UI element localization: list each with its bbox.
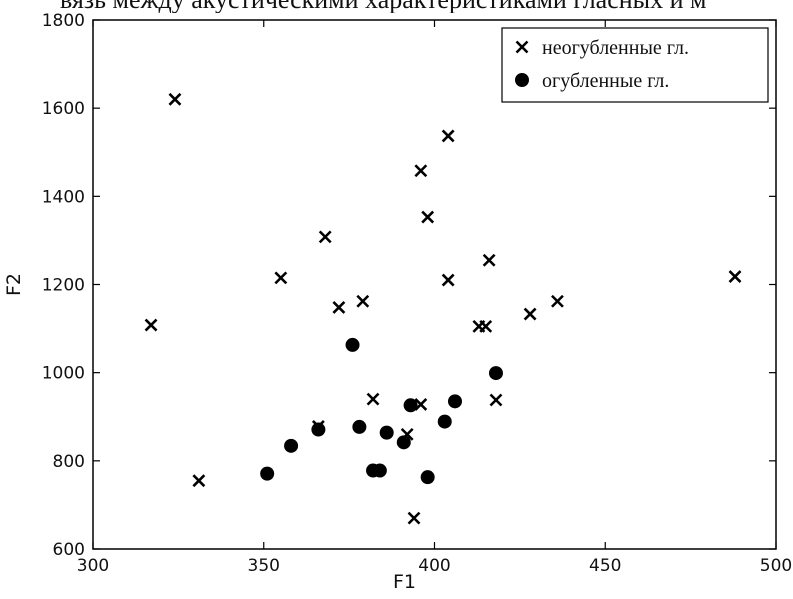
legend-marker-rounded: [515, 73, 529, 87]
point-rounded: [372, 463, 387, 478]
y-tick-label: 1200: [42, 276, 85, 296]
ticks-layer: 300 350 400 450 500 600 800 1000 1200 1400 1600 180…: [42, 11, 792, 576]
point-rounded: [284, 438, 299, 453]
point-rounded: [447, 394, 462, 409]
y-tick-label: 1000: [42, 364, 85, 384]
y-tick-label: 1800: [42, 11, 85, 31]
point-unrounded: [489, 393, 503, 407]
y-tick-label: 600: [53, 540, 85, 560]
legend: неогубленные гл. огубленные гл.: [501, 27, 769, 103]
point-unrounded: [332, 301, 346, 314]
point-unrounded: [414, 397, 428, 411]
x-axis-title: F1: [393, 571, 416, 593]
point-rounded: [379, 425, 394, 440]
point-unrounded: [414, 164, 428, 178]
point-rounded: [437, 414, 452, 429]
y-tick-label: 1600: [42, 99, 85, 119]
point-unrounded: [192, 474, 206, 488]
point-unrounded: [168, 92, 182, 106]
point-rounded: [403, 398, 418, 413]
point-unrounded: [318, 230, 332, 244]
plot-frame: [92, 19, 777, 550]
x-tick-label: 300: [77, 556, 109, 576]
point-unrounded: [274, 271, 288, 285]
point-unrounded: [421, 210, 435, 224]
point-unrounded: [407, 511, 421, 525]
point-unrounded: [144, 318, 158, 332]
legend-label-unrounded: неогубленные гл.: [542, 37, 689, 59]
point-unrounded: [441, 129, 455, 143]
legend-marker-unrounded: [515, 40, 529, 54]
legend-label-rounded: огубленные гл.: [542, 70, 669, 92]
x-tick-label: 350: [248, 556, 280, 576]
y-tick-label: 1400: [42, 187, 85, 207]
points-layer: [144, 92, 742, 525]
point-unrounded: [441, 273, 455, 287]
cropped-caption-text: вязь между акустическими характеристикам…: [60, 0, 793, 13]
point-unrounded: [479, 319, 493, 333]
point-unrounded: [523, 307, 537, 321]
point-rounded: [311, 422, 326, 437]
x-tick-label: 500: [760, 556, 792, 576]
legend-box: [501, 27, 769, 103]
y-tick-label: 800: [53, 452, 85, 472]
point-unrounded: [366, 392, 380, 406]
point-unrounded: [728, 270, 742, 283]
point-unrounded: [551, 294, 564, 308]
x-tick-label: 400: [418, 556, 450, 576]
point-rounded: [352, 419, 367, 434]
y-axis-title: F2: [3, 273, 25, 296]
point-rounded: [420, 470, 435, 485]
point-rounded: [396, 435, 411, 450]
point-unrounded: [356, 294, 370, 308]
point-rounded: [260, 466, 275, 481]
point-rounded: [345, 337, 360, 352]
x-tick-label: 450: [589, 556, 621, 576]
point-unrounded: [482, 253, 496, 267]
point-rounded: [488, 366, 503, 381]
